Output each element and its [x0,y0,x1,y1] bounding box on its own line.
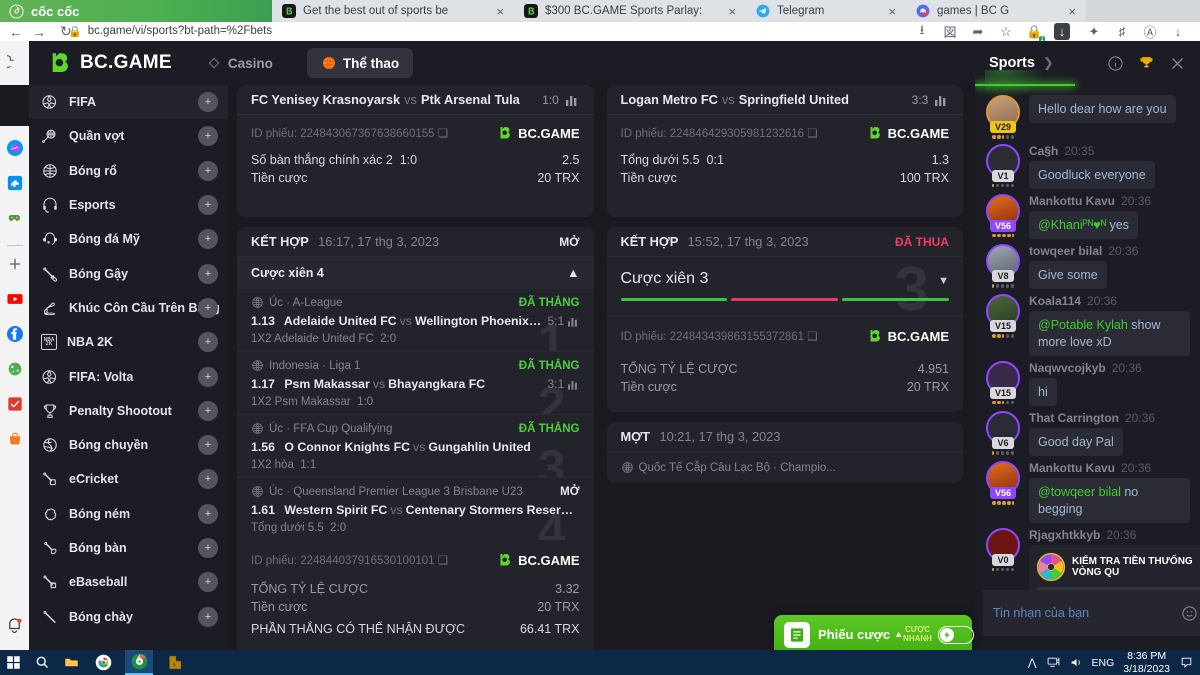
svg-text:L: L [173,662,176,668]
